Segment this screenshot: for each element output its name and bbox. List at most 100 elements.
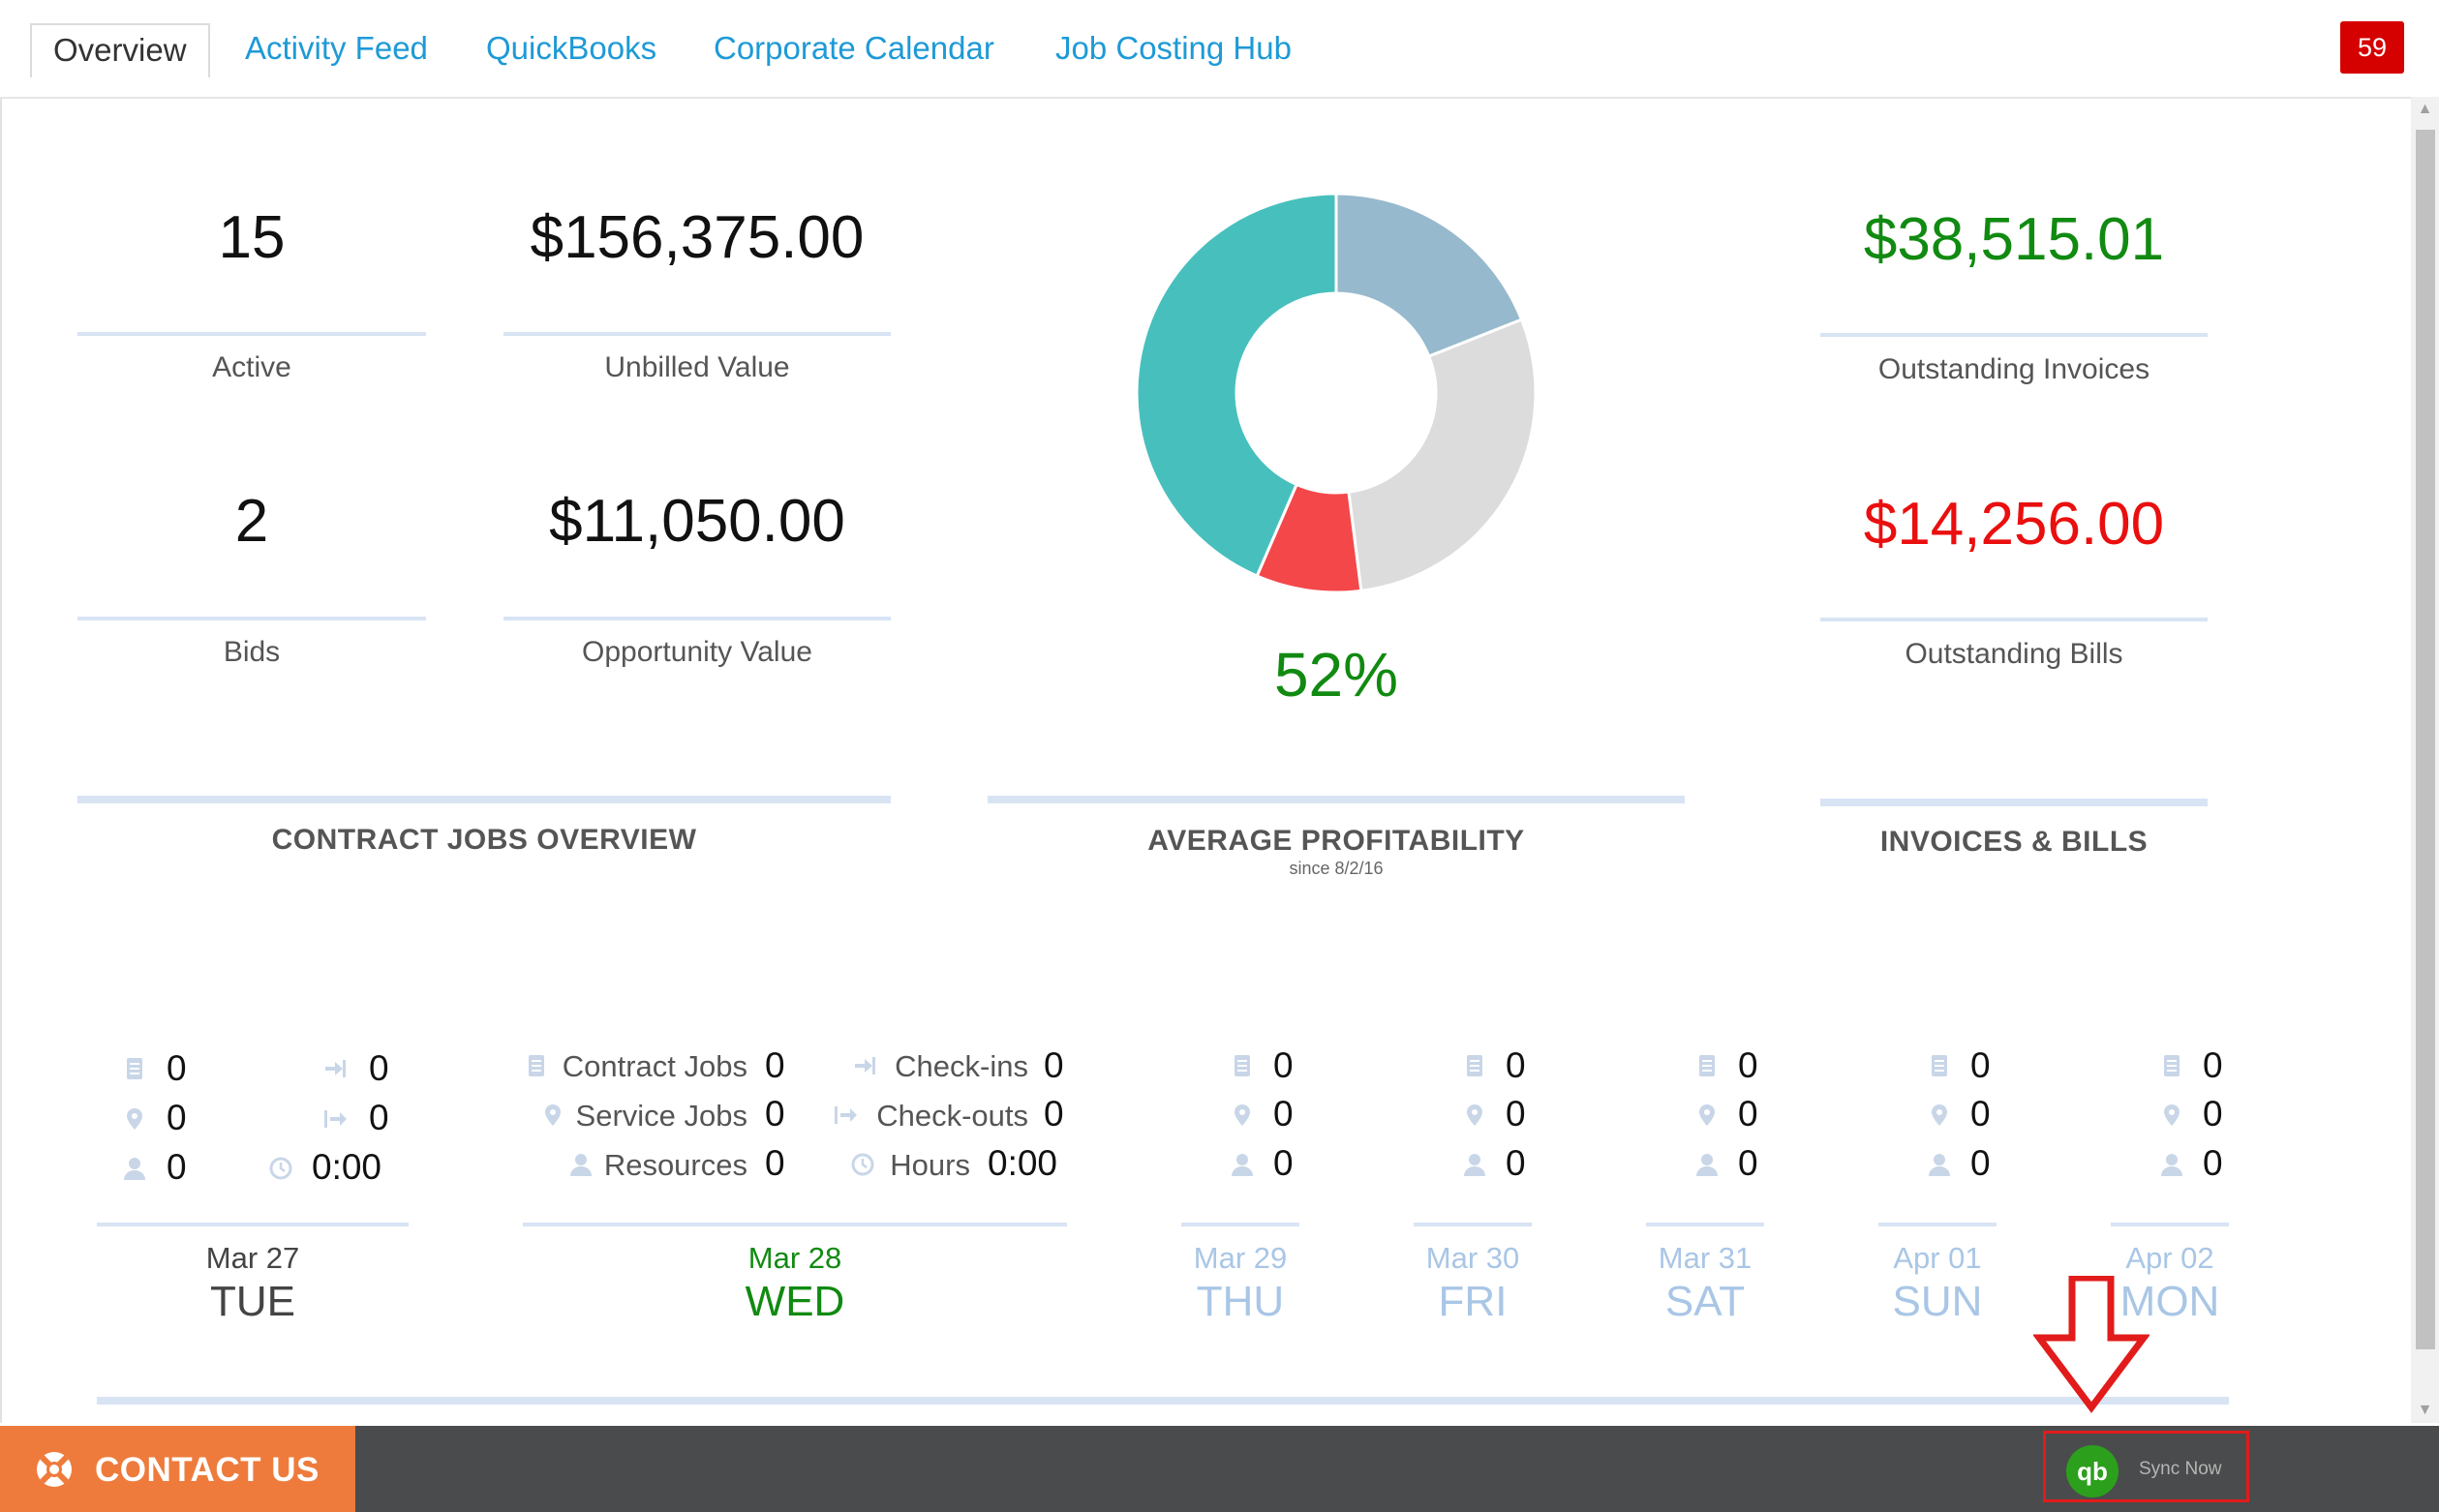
check-out-icon: [322, 1106, 348, 1132]
contact-us-button[interactable]: CONTACT US: [0, 1426, 355, 1512]
day-contract-jobs-count: 0: [1506, 1045, 1526, 1085]
outstanding-invoices-value: $38,515.01: [1863, 206, 2165, 273]
tab-overview[interactable]: Overview: [30, 23, 210, 77]
day-name[interactable]: FRI: [1438, 1278, 1508, 1325]
day-divider: [1414, 1223, 1532, 1226]
outstanding-bills-label: Outstanding Bills: [1905, 638, 2123, 670]
day-date[interactable]: Mar 31: [1658, 1241, 1753, 1275]
active-label: Active: [212, 351, 291, 383]
day-name[interactable]: TUE: [210, 1278, 295, 1325]
profitability-percent: 52%: [1273, 640, 1399, 710]
contact-us-label: CONTACT US: [95, 1451, 320, 1489]
service-jobs-icon: [2159, 1103, 2184, 1128]
day-contract-jobs-count: 0: [1970, 1045, 1991, 1085]
day-resources-count: 0: [2203, 1143, 2223, 1183]
tab-job-costing-hub[interactable]: Job Costing Hub: [1055, 30, 1292, 66]
today-contract-jobs-count: 0: [765, 1045, 785, 1085]
service-jobs-label: Service Jobs: [575, 1099, 747, 1133]
contract-jobs-icon: [122, 1056, 147, 1081]
service-jobs-icon: [1927, 1103, 1952, 1128]
day-service-jobs-count: 0: [1738, 1094, 1758, 1134]
day-resources-count: 0: [1970, 1143, 1991, 1183]
day-contract-jobs-count: 0: [2203, 1045, 2223, 1085]
scrollbar[interactable]: ▲ ▼: [2411, 97, 2439, 1423]
donut-segment-0[interactable]: [1334, 192, 1524, 359]
divider: [1820, 618, 2208, 621]
day-resources-count: 0: [167, 1147, 187, 1187]
donut-segment-3[interactable]: [1135, 192, 1338, 579]
day-date[interactable]: Mar 28: [747, 1241, 842, 1275]
resources-icon: [122, 1156, 147, 1181]
day-date[interactable]: Mar 29: [1193, 1241, 1288, 1275]
day-service-jobs-count: 0: [1273, 1094, 1294, 1134]
profitability-donut-chart: [1135, 192, 1538, 594]
day-service-jobs-count: 0: [2203, 1094, 2223, 1134]
sync-now-button[interactable]: qb Sync Now: [2043, 1431, 2249, 1502]
resources-icon: [2159, 1152, 2184, 1177]
contract-jobs-label: Contract Jobs: [562, 1049, 747, 1083]
check-in-icon: [322, 1056, 348, 1081]
day-name[interactable]: SUN: [1892, 1278, 1983, 1325]
scroll-down-arrow-icon[interactable]: ▼: [2417, 1402, 2433, 1418]
scroll-thumb[interactable]: [2416, 130, 2435, 1349]
day-name[interactable]: MON: [2119, 1278, 2220, 1325]
day-name[interactable]: WED: [745, 1278, 845, 1325]
tab-activity-feed[interactable]: Activity Feed: [245, 30, 428, 66]
tab-corporate-calendar[interactable]: Corporate Calendar: [714, 30, 994, 66]
active-count: 15: [218, 204, 286, 271]
divider: [503, 617, 891, 620]
day-contract-jobs-count: 0: [1273, 1045, 1294, 1085]
day-divider: [97, 1223, 409, 1226]
sync-now-label: Sync Now: [2139, 1459, 2222, 1479]
day-date[interactable]: Mar 30: [1425, 1241, 1520, 1275]
day-divider: [1181, 1223, 1299, 1226]
calendar-divider: [97, 1397, 2229, 1405]
day-name[interactable]: SAT: [1664, 1278, 1746, 1325]
day-divider: [1646, 1223, 1764, 1226]
hours-label: Hours: [890, 1148, 970, 1182]
today-service-jobs-count: 0: [765, 1094, 785, 1134]
day-date[interactable]: Mar 27: [205, 1241, 300, 1275]
outstanding-bills-value: $14,256.00: [1863, 491, 2165, 558]
day-name[interactable]: THU: [1196, 1278, 1285, 1325]
unbilled-label: Unbilled Value: [604, 351, 790, 383]
divider: [1820, 333, 2208, 337]
service-jobs-icon: [122, 1106, 147, 1132]
day-date[interactable]: Apr 02: [2125, 1241, 2214, 1275]
day-divider: [523, 1223, 1067, 1226]
contract-jobs-icon: [1694, 1053, 1720, 1078]
today-hours: 0:00: [988, 1143, 1058, 1183]
day-date[interactable]: Apr 01: [1893, 1241, 1982, 1275]
scroll-up-arrow-icon[interactable]: ▲: [2417, 101, 2433, 117]
day-checkouts-count: 0: [369, 1098, 389, 1137]
resources-icon: [1927, 1152, 1952, 1177]
day-service-jobs-count: 0: [167, 1098, 187, 1137]
service-jobs-icon: [1462, 1103, 1487, 1128]
day-resources-count: 0: [1506, 1143, 1526, 1183]
checkouts-label: Check-outs: [876, 1099, 1028, 1133]
resources-icon: [1462, 1152, 1487, 1177]
resources-icon: [1230, 1152, 1255, 1177]
today-resources-count: 0: [765, 1143, 785, 1183]
day-divider: [2111, 1223, 2229, 1226]
notification-badge[interactable]: 59: [2340, 21, 2404, 74]
contract-jobs-title[interactable]: CONTRACT JOBS OVERVIEW: [271, 824, 697, 856]
divider: [77, 332, 426, 336]
day-contract-jobs-count: 0: [167, 1048, 187, 1088]
unbilled-value: $156,375.00: [530, 204, 865, 271]
contract-jobs-icon: [1462, 1053, 1487, 1078]
tab-quickbooks[interactable]: QuickBooks: [486, 30, 657, 66]
avg-profitability-subtitle: since 8/2/16: [1289, 859, 1384, 878]
bids-count: 2: [234, 488, 269, 555]
day-resources-count: 0: [1738, 1143, 1758, 1183]
avg-profitability-title[interactable]: AVERAGE PROFITABILITY: [1147, 825, 1525, 857]
top-nav: Overview Activity Feed QuickBooks Corpor…: [0, 0, 2439, 99]
section-divider: [77, 796, 891, 803]
donut-segment-1[interactable]: [1347, 318, 1538, 593]
today-checkins-count: 0: [1044, 1045, 1064, 1085]
today-checkouts-count: 0: [1044, 1094, 1064, 1134]
day-hours: 0:00: [312, 1147, 382, 1187]
invoices-bills-title[interactable]: INVOICES & BILLS: [1879, 826, 2149, 858]
contract-jobs-icon: [1230, 1053, 1255, 1078]
day-checkins-count: 0: [369, 1048, 389, 1088]
